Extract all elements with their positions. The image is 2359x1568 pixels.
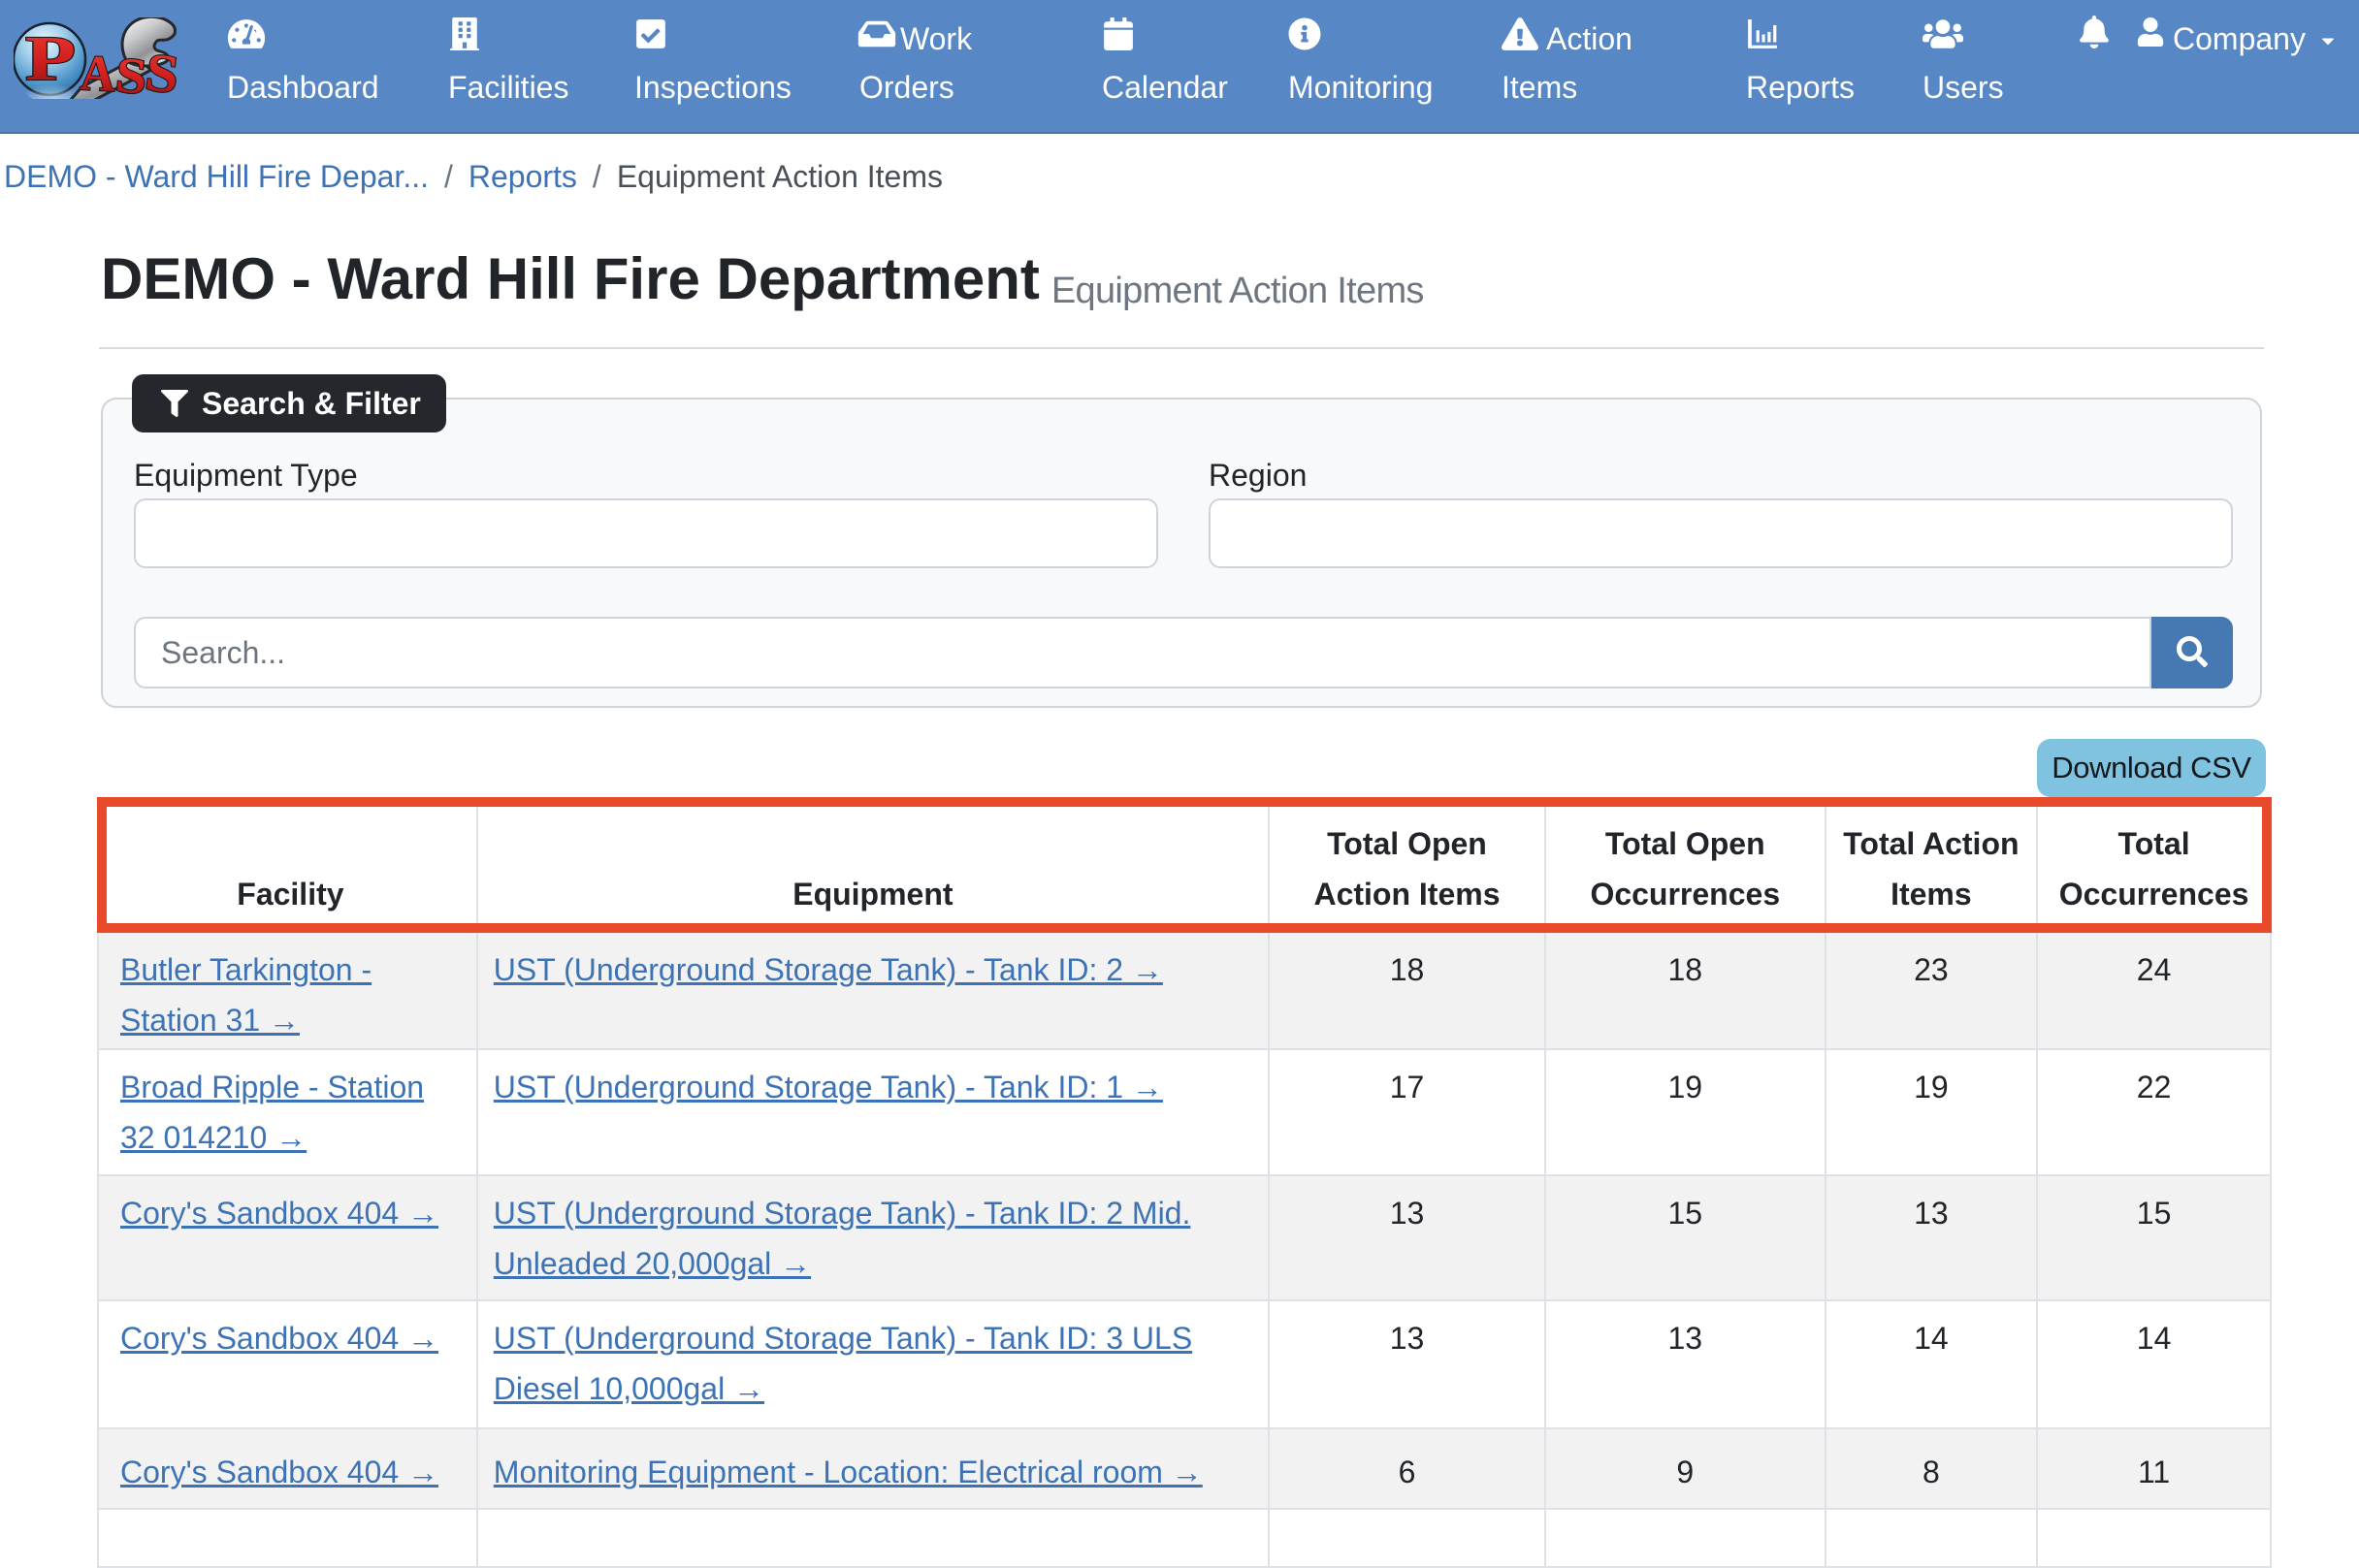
svg-text:A: A — [79, 46, 116, 99]
svg-text:S: S — [113, 48, 149, 99]
svg-text:P: P — [25, 23, 76, 94]
